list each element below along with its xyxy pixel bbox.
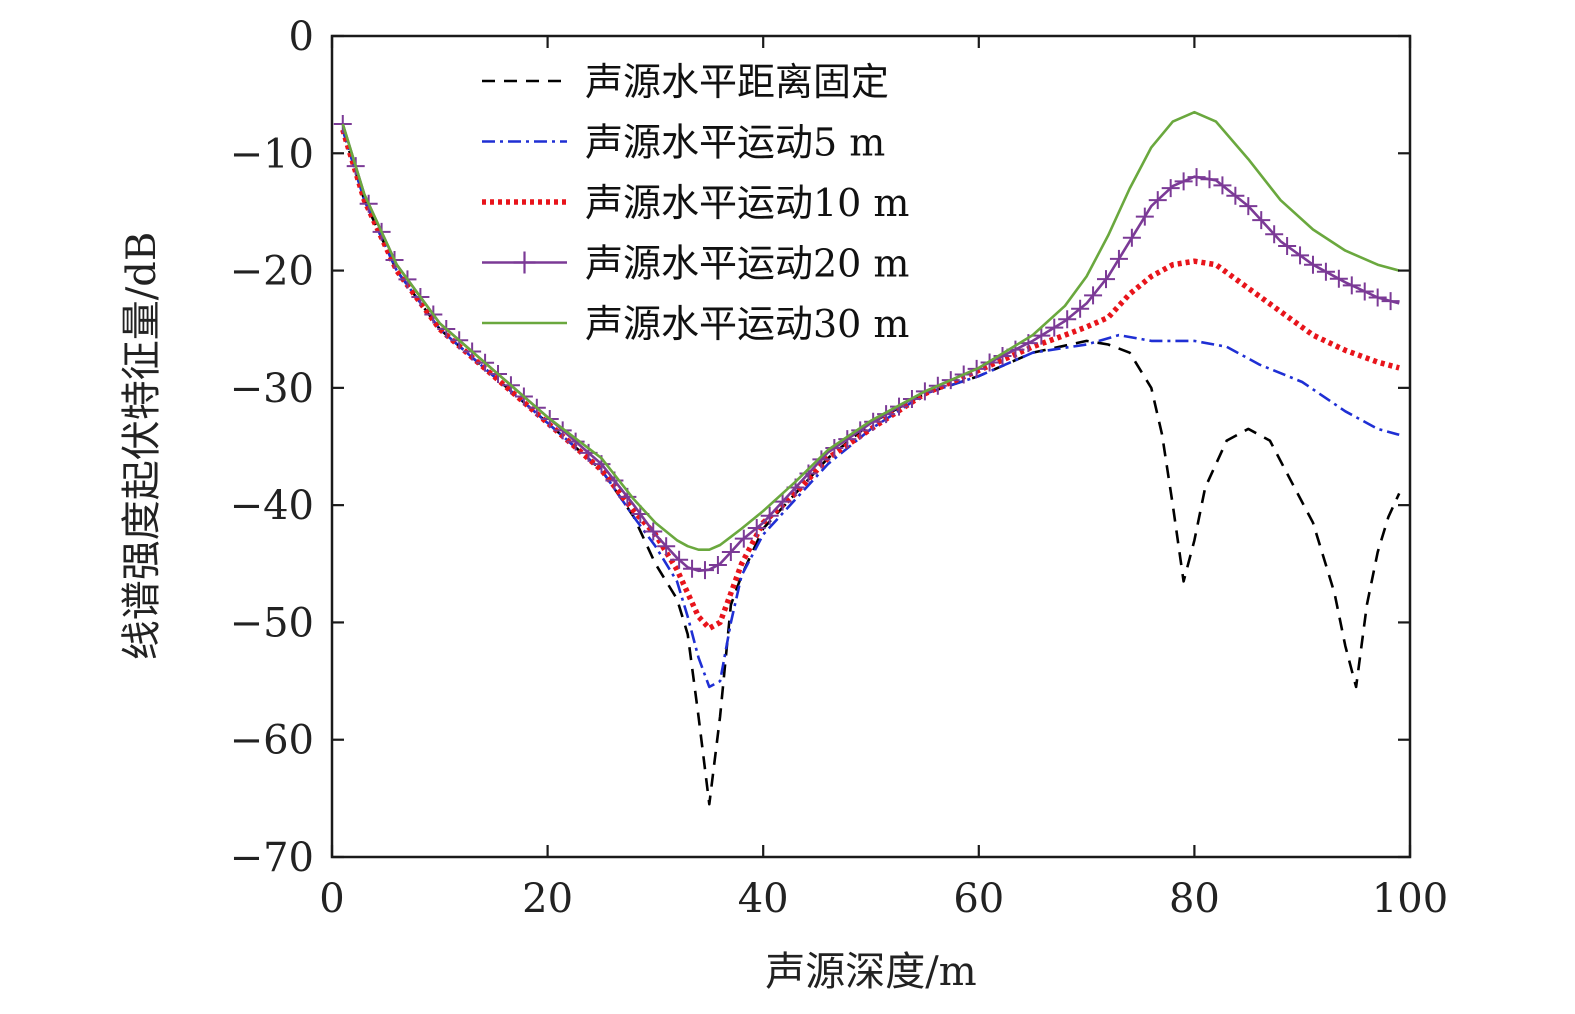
series-marker (657, 537, 676, 556)
series-marker (644, 522, 663, 541)
series-marker (747, 519, 766, 538)
series-marker (333, 114, 352, 133)
x-tick-label: 40 (738, 876, 789, 922)
series-marker (1135, 207, 1154, 226)
plot-frame (330, 34, 1412, 859)
series-marker (1174, 172, 1193, 191)
legend-item: 声源水平运动10 m (482, 181, 909, 225)
series-marker (1213, 176, 1232, 195)
series-marker (1071, 299, 1090, 318)
x-tick-label: 20 (522, 876, 573, 922)
series-marker (773, 492, 792, 511)
legend-label: 声源水平运动20 m (585, 242, 909, 286)
series-marker (1084, 286, 1103, 305)
series-marker (708, 555, 727, 574)
series-marker (670, 550, 689, 569)
series-marker (838, 430, 857, 449)
series-marker (1355, 282, 1374, 301)
series-marker (1109, 249, 1128, 268)
series-marker (1265, 225, 1284, 244)
series-marker (1161, 179, 1180, 198)
series-marker (1291, 246, 1310, 265)
x-tick-label: 80 (1169, 876, 1220, 922)
y-axis-title: 线谱强度起伏特征量/dB (119, 232, 165, 660)
series-marker (1187, 168, 1206, 187)
y-tick-label: −40 (230, 483, 314, 529)
series-marker (1342, 276, 1361, 295)
series-marker (1303, 255, 1322, 274)
series-marker (1122, 228, 1141, 247)
series-marker (1239, 197, 1258, 216)
legend-item: 声源水平距离固定 (482, 60, 889, 104)
series-line (341, 129, 1401, 806)
x-axis-title: 声源深度/m (765, 949, 976, 995)
series-marker (1148, 191, 1167, 210)
legend-marker (513, 251, 536, 274)
series-marker (1278, 236, 1297, 255)
legend-item: 声源水平运动5 m (482, 121, 885, 165)
series-marker (1316, 262, 1335, 281)
series-line (341, 129, 1400, 689)
legend-label: 声源水平运动30 m (585, 302, 909, 346)
x-axis: 0 20 40 60 80 100 (319, 36, 1448, 922)
series-marker (1226, 186, 1245, 205)
y-tick-label: 0 (289, 14, 314, 60)
series-1 (341, 129, 1401, 806)
series-marker (695, 561, 714, 580)
series-marker (1032, 326, 1051, 345)
y-tick-label: −60 (230, 718, 314, 764)
y-tick-label: −20 (230, 249, 314, 295)
series-marker (553, 421, 572, 440)
series-marker (851, 421, 870, 440)
legend-item: 声源水平运动30 m (482, 302, 909, 346)
y-tick-label: −30 (230, 366, 314, 412)
series-marker (1329, 269, 1348, 288)
legend-label: 声源水平运动10 m (585, 181, 909, 225)
x-tick-label: 0 (319, 876, 344, 922)
x-tick-label: 100 (1372, 876, 1448, 922)
series-marker (1368, 288, 1387, 307)
series-marker (1252, 211, 1271, 230)
series-2 (341, 129, 1400, 689)
series-marker (683, 559, 702, 578)
series-marker (760, 506, 779, 525)
series-5 (341, 110, 1400, 552)
series-3 (340, 128, 1400, 632)
series-line (341, 110, 1400, 552)
plot-series (333, 110, 1401, 806)
series-line (340, 128, 1400, 632)
y-tick-label: −50 (230, 600, 314, 646)
series-marker (825, 438, 844, 457)
series-marker (812, 450, 831, 469)
y-axis: 0 −10 −20 −30 −40 −50 −60 −70 (230, 14, 1410, 881)
series-marker (734, 529, 753, 548)
y-tick-label: −70 (230, 835, 314, 881)
series-marker (1097, 270, 1115, 289)
series-marker (1058, 310, 1077, 329)
y-tick-label: −10 (230, 131, 314, 177)
series-marker (1381, 292, 1400, 311)
legend-label: 声源水平运动5 m (585, 121, 885, 165)
series-marker (1200, 170, 1219, 189)
legend-label: 声源水平距离固定 (585, 60, 889, 104)
x-tick-label: 60 (953, 876, 1004, 922)
legend-item: 声源水平运动20 m (482, 242, 909, 286)
series-marker (721, 543, 740, 562)
series-marker (1045, 318, 1064, 337)
series-marker (877, 405, 896, 424)
